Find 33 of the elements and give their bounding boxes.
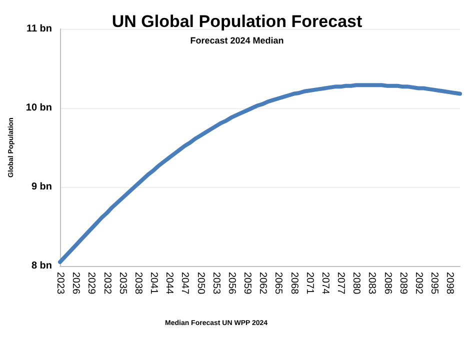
x-tick-label: 2062 [257,272,268,295]
x-tick-label: 2068 [288,272,300,295]
x-tick-label: 2059 [242,272,253,295]
x-tick-label: 2035 [116,272,128,295]
x-tick-label: 2080 [350,272,362,295]
x-tick-label: 2092 [412,272,424,295]
x-tick-label: 2041 [148,272,160,295]
x-tick-label: 2056 [226,272,237,295]
x-tick-label: 2077 [335,272,346,295]
x-tick-label: 2044 [164,272,175,295]
x-tick-label: 2053 [210,272,222,295]
x-tick-label: 2083 [366,272,378,295]
text: Forecast 2024 Median [190,36,284,46]
x-tick-label: 2074 [319,272,330,295]
y-tick-label: 9 bn [31,182,52,192]
x-tick-label: 2086 [382,272,393,295]
x-tick-label: 2098 [444,272,456,295]
x-tick-label: 2029 [86,272,97,295]
x-tick-label: 2032 [101,272,112,295]
x-tick-label: 2050 [194,272,206,295]
x-tick-label: 2038 [132,272,144,295]
x-tick-label: 2089 [397,272,408,295]
line-series [58,83,462,264]
y-tick-label: 10 bn [26,102,52,114]
x-tick-label: 2095 [428,272,440,295]
y-tick-label: 8 bn [31,260,52,272]
chart-title: UN Global Population Forecast [112,12,362,31]
x-tick-label: 2047 [179,272,190,295]
x-tick-label: 2071 [304,272,315,295]
x-tick-label: 2023 [54,272,66,295]
x-tick-label: 2026 [70,272,82,295]
x-tick-label: 2065 [272,272,284,295]
y-tick-label: 11 bn [26,24,52,34]
